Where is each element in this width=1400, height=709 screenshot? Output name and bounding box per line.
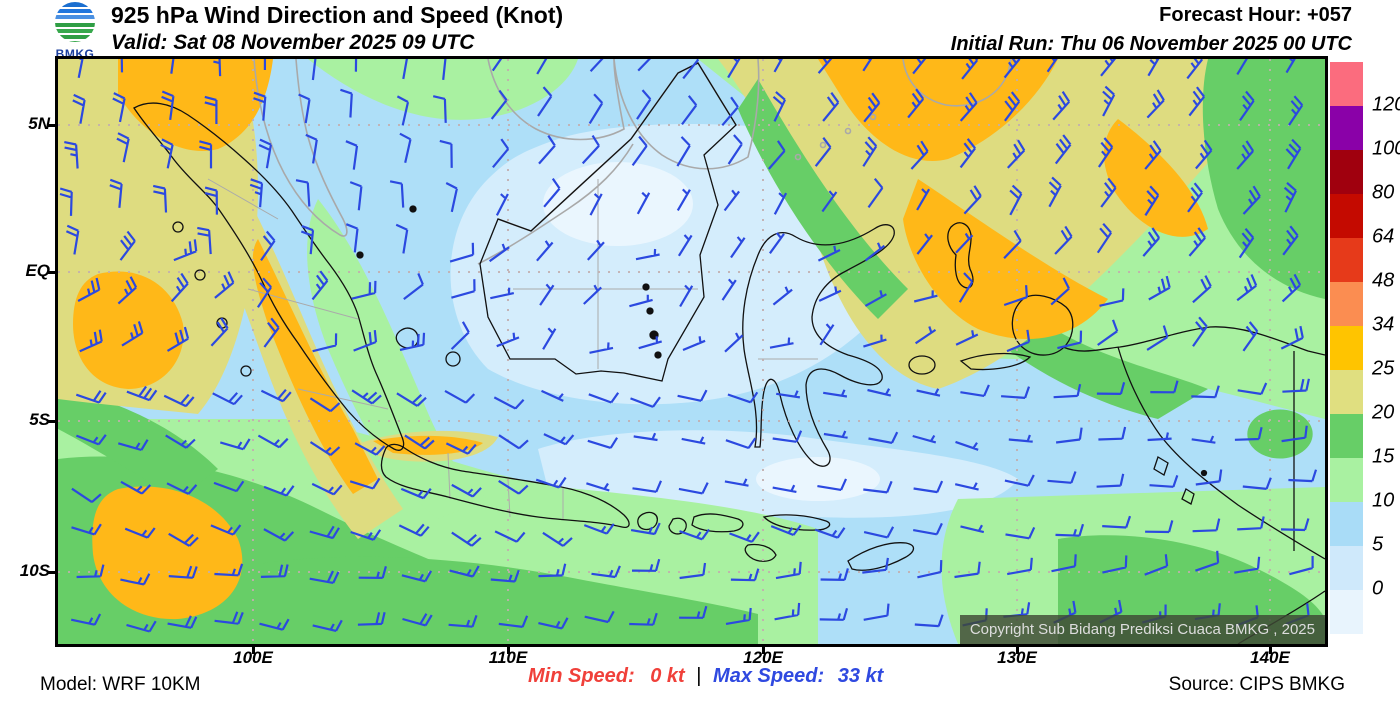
legend-cell — [1330, 414, 1363, 458]
legend-label: 25 — [1372, 357, 1395, 380]
map-frame: Copyright Sub Bidang Prediksi Cuaca BMKG… — [55, 56, 1328, 647]
lon-tick — [507, 645, 510, 654]
speed-summary: Min Speed: 0 kt | Max Speed: 33 kt — [528, 665, 883, 688]
lon-label-140E: 140E — [1250, 648, 1290, 667]
legend-label: 5 — [1372, 533, 1384, 556]
model-label: Model: WRF 10KM — [40, 674, 201, 695]
wind-map — [58, 59, 1325, 644]
lat-label-5N: 5N — [28, 114, 50, 133]
legend-cell — [1330, 590, 1363, 634]
legend-cell — [1330, 326, 1363, 370]
max-speed-label: Max Speed: — [713, 665, 825, 687]
coastlines-indonesia — [133, 62, 1325, 644]
wind-barbs — [59, 59, 1318, 633]
legend-cell — [1330, 458, 1363, 502]
header-right: Forecast Hour: +057 Initial Run: Thu 06 … — [951, 4, 1352, 56]
legend-cell — [1330, 150, 1363, 194]
legend-cell — [1330, 370, 1363, 414]
legend-label: 100 — [1372, 137, 1400, 160]
legend-label: 15 — [1372, 445, 1395, 468]
legend-cell — [1330, 238, 1363, 282]
lon-tick — [1269, 645, 1272, 654]
legend-label: 80 — [1372, 181, 1395, 204]
lat-label-EQ: EQ — [25, 261, 50, 280]
legend-cell — [1330, 546, 1363, 590]
lon-tick — [1016, 645, 1019, 654]
legend-label: 20 — [1372, 401, 1395, 424]
legend-cell — [1330, 106, 1363, 150]
legend-cell — [1330, 62, 1363, 106]
initial-run: Initial Run: Thu 06 November 2025 00 UTC — [950, 33, 1352, 55]
min-speed-value: 0 kt — [650, 665, 685, 687]
legend-cell — [1330, 194, 1363, 238]
page-title: 925 hPa Wind Direction and Speed (Knot) — [111, 2, 564, 28]
legend-label: 64 — [1372, 225, 1395, 248]
legend-cell — [1330, 282, 1363, 326]
max-speed-value: 33 kt — [837, 665, 884, 687]
lat-tick — [47, 420, 55, 423]
lon-label-130E: 130E — [997, 648, 1037, 667]
forecast-hour: Forecast Hour: +057 — [1159, 4, 1352, 26]
legend-cell — [1330, 502, 1363, 546]
lon-tick — [762, 645, 765, 654]
valid-time: Valid: Sat 08 November 2025 09 UTC — [111, 31, 475, 54]
lon-tick — [252, 645, 255, 654]
lat-tick — [47, 271, 55, 274]
speed-separator: | — [696, 665, 702, 687]
legend-label: 34 — [1372, 313, 1395, 336]
lat-tick — [47, 571, 55, 574]
lon-label-120E: 120E — [743, 648, 783, 667]
bmkg-logo: BMKG — [44, 1, 106, 60]
bmkg-globe-icon — [55, 2, 95, 42]
lat-label-5S: 5S — [29, 410, 50, 429]
copyright-watermark: Copyright Sub Bidang Prediksi Cuaca BMKG… — [959, 615, 1325, 644]
min-speed-label: Min Speed: — [528, 665, 635, 687]
lat-tick — [47, 124, 55, 127]
legend-label: 48 — [1372, 269, 1395, 292]
legend-label: 10 — [1372, 489, 1395, 512]
lat-label-10S: 10S — [19, 561, 50, 580]
lon-label-100E: 100E — [233, 648, 273, 667]
legend-label: 120 — [1372, 93, 1400, 116]
legend-label: 0 — [1372, 577, 1384, 600]
source-label: Source: CIPS BMKG — [1168, 674, 1345, 695]
wind-speed-shading — [58, 59, 1325, 644]
graticule-gridlines — [58, 59, 1325, 644]
lon-label-110E: 110E — [488, 648, 528, 667]
